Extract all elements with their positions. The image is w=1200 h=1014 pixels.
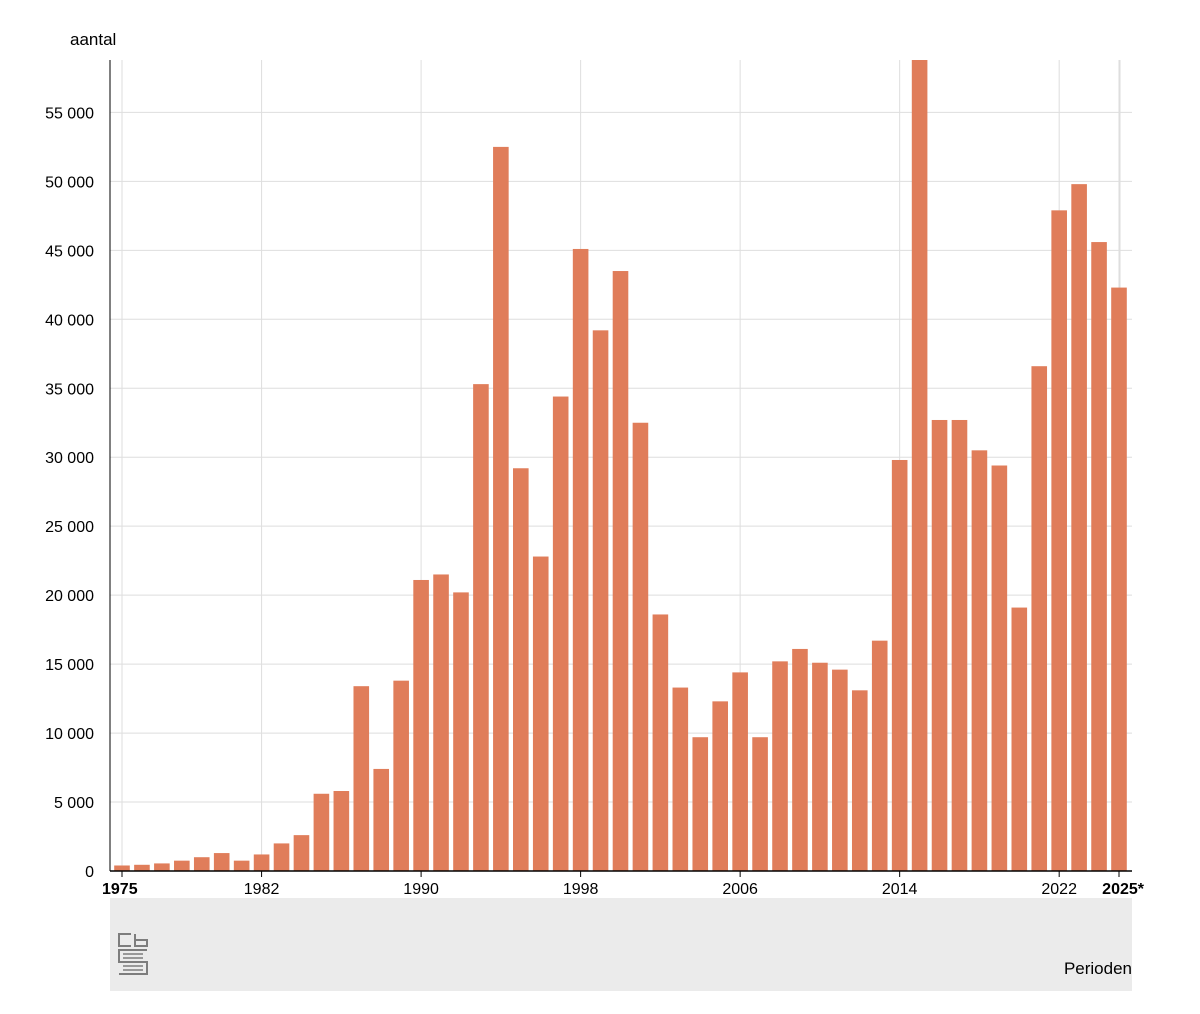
bar-2012 [851, 690, 868, 871]
bar-2017 [951, 419, 968, 871]
bar-2007 [752, 737, 768, 871]
bar-1977 [154, 863, 170, 871]
bar-1995 [513, 468, 529, 871]
bar-1987 [353, 686, 370, 871]
bar-1984 [293, 835, 310, 871]
x-tick-label: 2014 [882, 881, 918, 898]
bar-2014 [891, 459, 908, 871]
bar-2009 [792, 648, 808, 871]
y-tick-label: 30 000 [45, 450, 94, 467]
bar-1982 [253, 854, 270, 871]
axes [109, 60, 1132, 877]
bar-1986 [333, 791, 350, 871]
bar-1990 [413, 579, 429, 871]
bar-2003 [672, 687, 689, 871]
y-tick-label: 55 000 [45, 105, 94, 122]
bar-1985 [313, 793, 330, 871]
y-tick-labels: 0 5 000 10 000 15 000 20 000 25 000 30 000 35 0… [45, 105, 94, 881]
bar-2002 [652, 614, 669, 871]
bar-2008 [772, 661, 788, 871]
bar-2018 [971, 450, 988, 871]
y-tick-label: 0 [85, 864, 94, 881]
bar-1978 [174, 860, 190, 871]
bar-1980 [213, 853, 230, 871]
bar-2011 [832, 669, 848, 871]
bar-2020 [1011, 607, 1028, 871]
cbs-logo-icon [118, 933, 148, 975]
bar-2006 [732, 672, 748, 871]
bar-1988 [373, 768, 390, 871]
y-tick-label: 40 000 [45, 312, 94, 329]
y-tick-label: 45 000 [45, 243, 94, 260]
y-axis-label: aantal [70, 30, 117, 49]
bar-2010 [812, 662, 828, 871]
y-tick-label: 20 000 [45, 588, 94, 605]
x-tick-label: 2025* [1102, 881, 1145, 898]
bar-1996 [532, 556, 549, 871]
x-tick-label: 2006 [722, 881, 758, 898]
bar-1979 [193, 857, 210, 871]
x-tick-labels: 1975 1982 1990 1998 2006 2014 2022 2025* [102, 881, 1145, 898]
y-tick-label: 15 000 [45, 657, 94, 674]
bar-1992 [453, 592, 469, 871]
y-tick-label: 25 000 [45, 519, 94, 536]
bar-2019 [991, 465, 1008, 871]
bar-2016 [931, 419, 948, 871]
bar-1991 [433, 574, 449, 871]
chart-footer: Perioden [110, 898, 1132, 991]
bar-2025* [1111, 287, 1127, 871]
bar-2000 [612, 271, 629, 871]
x-tick-label: 1975 [102, 881, 138, 898]
bar-1999 [592, 330, 609, 871]
x-axis-title: Perioden [1063, 959, 1132, 978]
y-tick-label: 10 000 [45, 726, 94, 743]
bar-1975 [114, 865, 130, 871]
bar-2001 [632, 422, 649, 871]
bar-1976 [134, 864, 150, 871]
x-tick-label: 1990 [403, 881, 439, 898]
y-tick-label: 5 000 [54, 795, 94, 812]
bar-1997 [552, 396, 569, 871]
bar-1994 [493, 146, 509, 872]
x-tick-label: 1998 [563, 881, 599, 898]
bar-2013 [871, 640, 888, 871]
bar-2015 [911, 60, 928, 871]
bar-2004 [692, 737, 709, 871]
bar-chart: 0 5 000 10 000 15 000 20 000 25 000 30 000 35 0… [45, 60, 1145, 898]
x-tick-label: 1982 [244, 881, 280, 898]
bar-2022 [1051, 210, 1067, 871]
bar-2021 [1031, 366, 1048, 871]
y-tick-label: 35 000 [45, 381, 94, 398]
x-tick-label: 2022 [1041, 881, 1077, 898]
bar-2023 [1071, 184, 1087, 871]
y-tick-label: 50 000 [45, 174, 94, 191]
bar-1993 [473, 384, 489, 871]
bar-2005 [712, 701, 728, 871]
bars [114, 60, 1127, 872]
bar-1983 [273, 843, 290, 871]
bar-2024 [1091, 242, 1107, 871]
bar-1998 [572, 248, 589, 871]
bar-1989 [393, 680, 409, 871]
bar-1981 [233, 860, 250, 871]
